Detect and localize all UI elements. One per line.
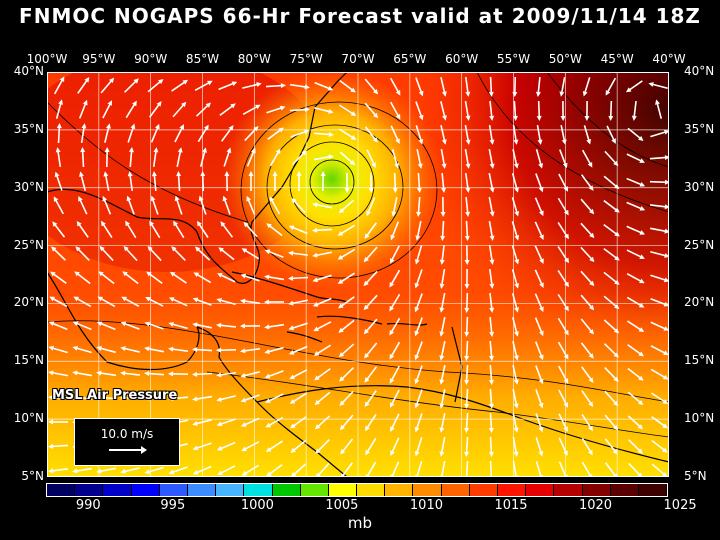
colorbar-swatch bbox=[272, 484, 301, 496]
vector-reference-label: 10.0 m/s bbox=[100, 427, 154, 441]
colorbar-tick-label: 1020 bbox=[578, 498, 613, 513]
latitude-label: 10°N bbox=[684, 411, 715, 426]
colorbar-swatch bbox=[469, 484, 498, 496]
colorbar-tick-label: 1010 bbox=[409, 498, 443, 513]
latitude-label: 5°N bbox=[21, 469, 44, 483]
colorbar-swatch bbox=[75, 484, 104, 496]
field-label: MSL Air Pressure bbox=[52, 388, 178, 403]
longitude-label: 50°W bbox=[548, 52, 582, 66]
longitude-label: 70°W bbox=[341, 52, 375, 66]
colorbar-swatch bbox=[357, 484, 386, 496]
colorbar-swatch bbox=[187, 484, 217, 496]
colorbar-swatch bbox=[413, 484, 442, 496]
colorbar-tick-label: 1000 bbox=[240, 498, 274, 513]
longitude-label: 80°W bbox=[237, 52, 271, 66]
latitude-label: 30°N bbox=[684, 179, 715, 194]
colorbar-swatch bbox=[526, 484, 555, 496]
longitude-label: 100°W bbox=[26, 52, 68, 66]
latitude-label: 25°N bbox=[13, 237, 44, 252]
colorbar-swatch bbox=[159, 484, 188, 496]
pressure-colorbar bbox=[46, 483, 668, 497]
colorbar-swatch bbox=[328, 484, 358, 496]
colorbar-swatch bbox=[385, 484, 414, 496]
lat-lon-grid bbox=[47, 72, 669, 477]
colorbar-swatch bbox=[103, 484, 132, 496]
longitude-label: 55°W bbox=[496, 52, 531, 66]
vector-reference-arrow-icon bbox=[109, 446, 147, 454]
colorbar-tick-label: 1025 bbox=[663, 498, 697, 513]
colorbar-tick-label: 995 bbox=[160, 498, 186, 513]
latitude-label: 35°N bbox=[684, 121, 715, 136]
colorbar-tick-label: 1005 bbox=[325, 498, 359, 513]
colorbar-swatch bbox=[300, 484, 329, 496]
map-frame bbox=[47, 72, 669, 477]
latitude-label: 5°N bbox=[684, 469, 707, 483]
colorbar-swatch bbox=[131, 484, 160, 496]
colorbar-swatch bbox=[441, 484, 470, 496]
latitude-label: 40°N bbox=[684, 64, 715, 78]
latitude-label: 20°N bbox=[684, 295, 715, 310]
colorbar-swatch bbox=[638, 484, 668, 496]
longitude-label: 75°W bbox=[289, 52, 323, 66]
latitude-label: 10°N bbox=[13, 411, 44, 426]
latitude-label: 25°N bbox=[684, 237, 715, 252]
vector-reference-box: 10.0 m/s bbox=[74, 418, 180, 466]
colorbar-swatch bbox=[216, 484, 245, 496]
latitude-label: 15°N bbox=[684, 353, 715, 368]
colorbar-tick-label: 990 bbox=[75, 498, 101, 513]
latitude-label: 15°N bbox=[13, 353, 44, 368]
longitude-label: 90°W bbox=[134, 52, 168, 66]
latitude-label: 35°N bbox=[13, 121, 44, 136]
longitude-label: 40°W bbox=[652, 52, 686, 66]
map-title: FNMOC NOGAPS 66-Hr Forecast valid at 200… bbox=[19, 4, 701, 28]
colorbar-swatch bbox=[498, 484, 527, 496]
longitude-label: 95°W bbox=[82, 52, 116, 66]
longitude-label: 85°W bbox=[185, 52, 220, 66]
colorbar-swatch bbox=[554, 484, 583, 496]
longitude-label: 65°W bbox=[393, 52, 427, 66]
colorbar-unit: mb bbox=[347, 514, 373, 532]
longitude-label: 45°W bbox=[600, 52, 634, 66]
latitude-label: 30°N bbox=[13, 179, 44, 194]
pressure-map bbox=[47, 72, 669, 477]
wind-vectors bbox=[48, 76, 669, 477]
colorbar-swatch bbox=[244, 484, 273, 496]
latitude-label: 40°N bbox=[13, 64, 44, 78]
isobars bbox=[47, 72, 669, 438]
longitude-label: 60°W bbox=[445, 52, 479, 66]
colorbar-swatch bbox=[47, 484, 76, 496]
colorbar-swatch bbox=[582, 484, 611, 496]
colorbar-tick-label: 1015 bbox=[494, 498, 528, 513]
latitude-label: 20°N bbox=[13, 295, 44, 310]
colorbar-swatch bbox=[610, 484, 639, 496]
